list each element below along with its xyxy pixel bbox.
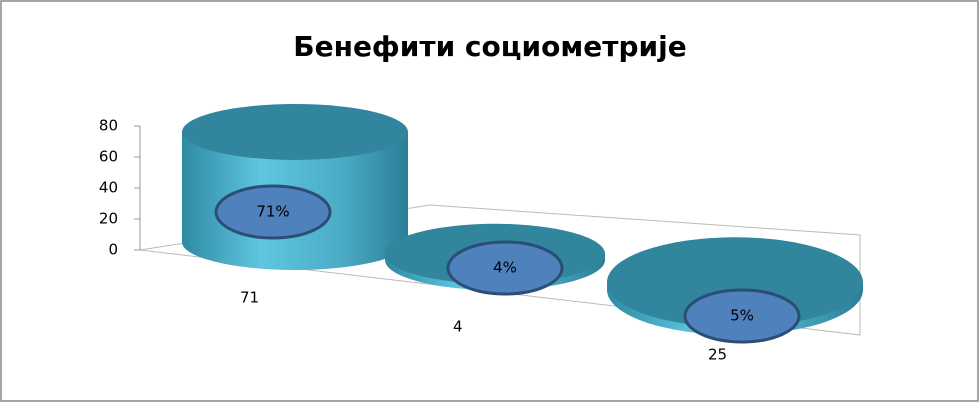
- x-tick-label: 4: [453, 318, 463, 336]
- y-tick-label: 0: [108, 241, 118, 259]
- y-tick-label: 60: [99, 148, 118, 166]
- y-tick-label: 80: [99, 117, 118, 135]
- x-tick-label: 71: [240, 289, 259, 307]
- label-bubble: [446, 240, 564, 296]
- x-tick-label: 25: [708, 346, 727, 364]
- cylinder-top: [607, 237, 863, 328]
- cylinder-top: [182, 103, 408, 160]
- y-tick-label: 40: [99, 179, 118, 197]
- chart-title: Бенефити социометрије: [293, 30, 686, 63]
- label-bubble: [214, 184, 332, 240]
- data-label: 4%: [493, 259, 517, 277]
- data-label: 71%: [256, 203, 289, 221]
- y-tick-label: 20: [99, 210, 118, 228]
- label-bubble: [683, 288, 801, 344]
- data-label: 5%: [730, 307, 754, 325]
